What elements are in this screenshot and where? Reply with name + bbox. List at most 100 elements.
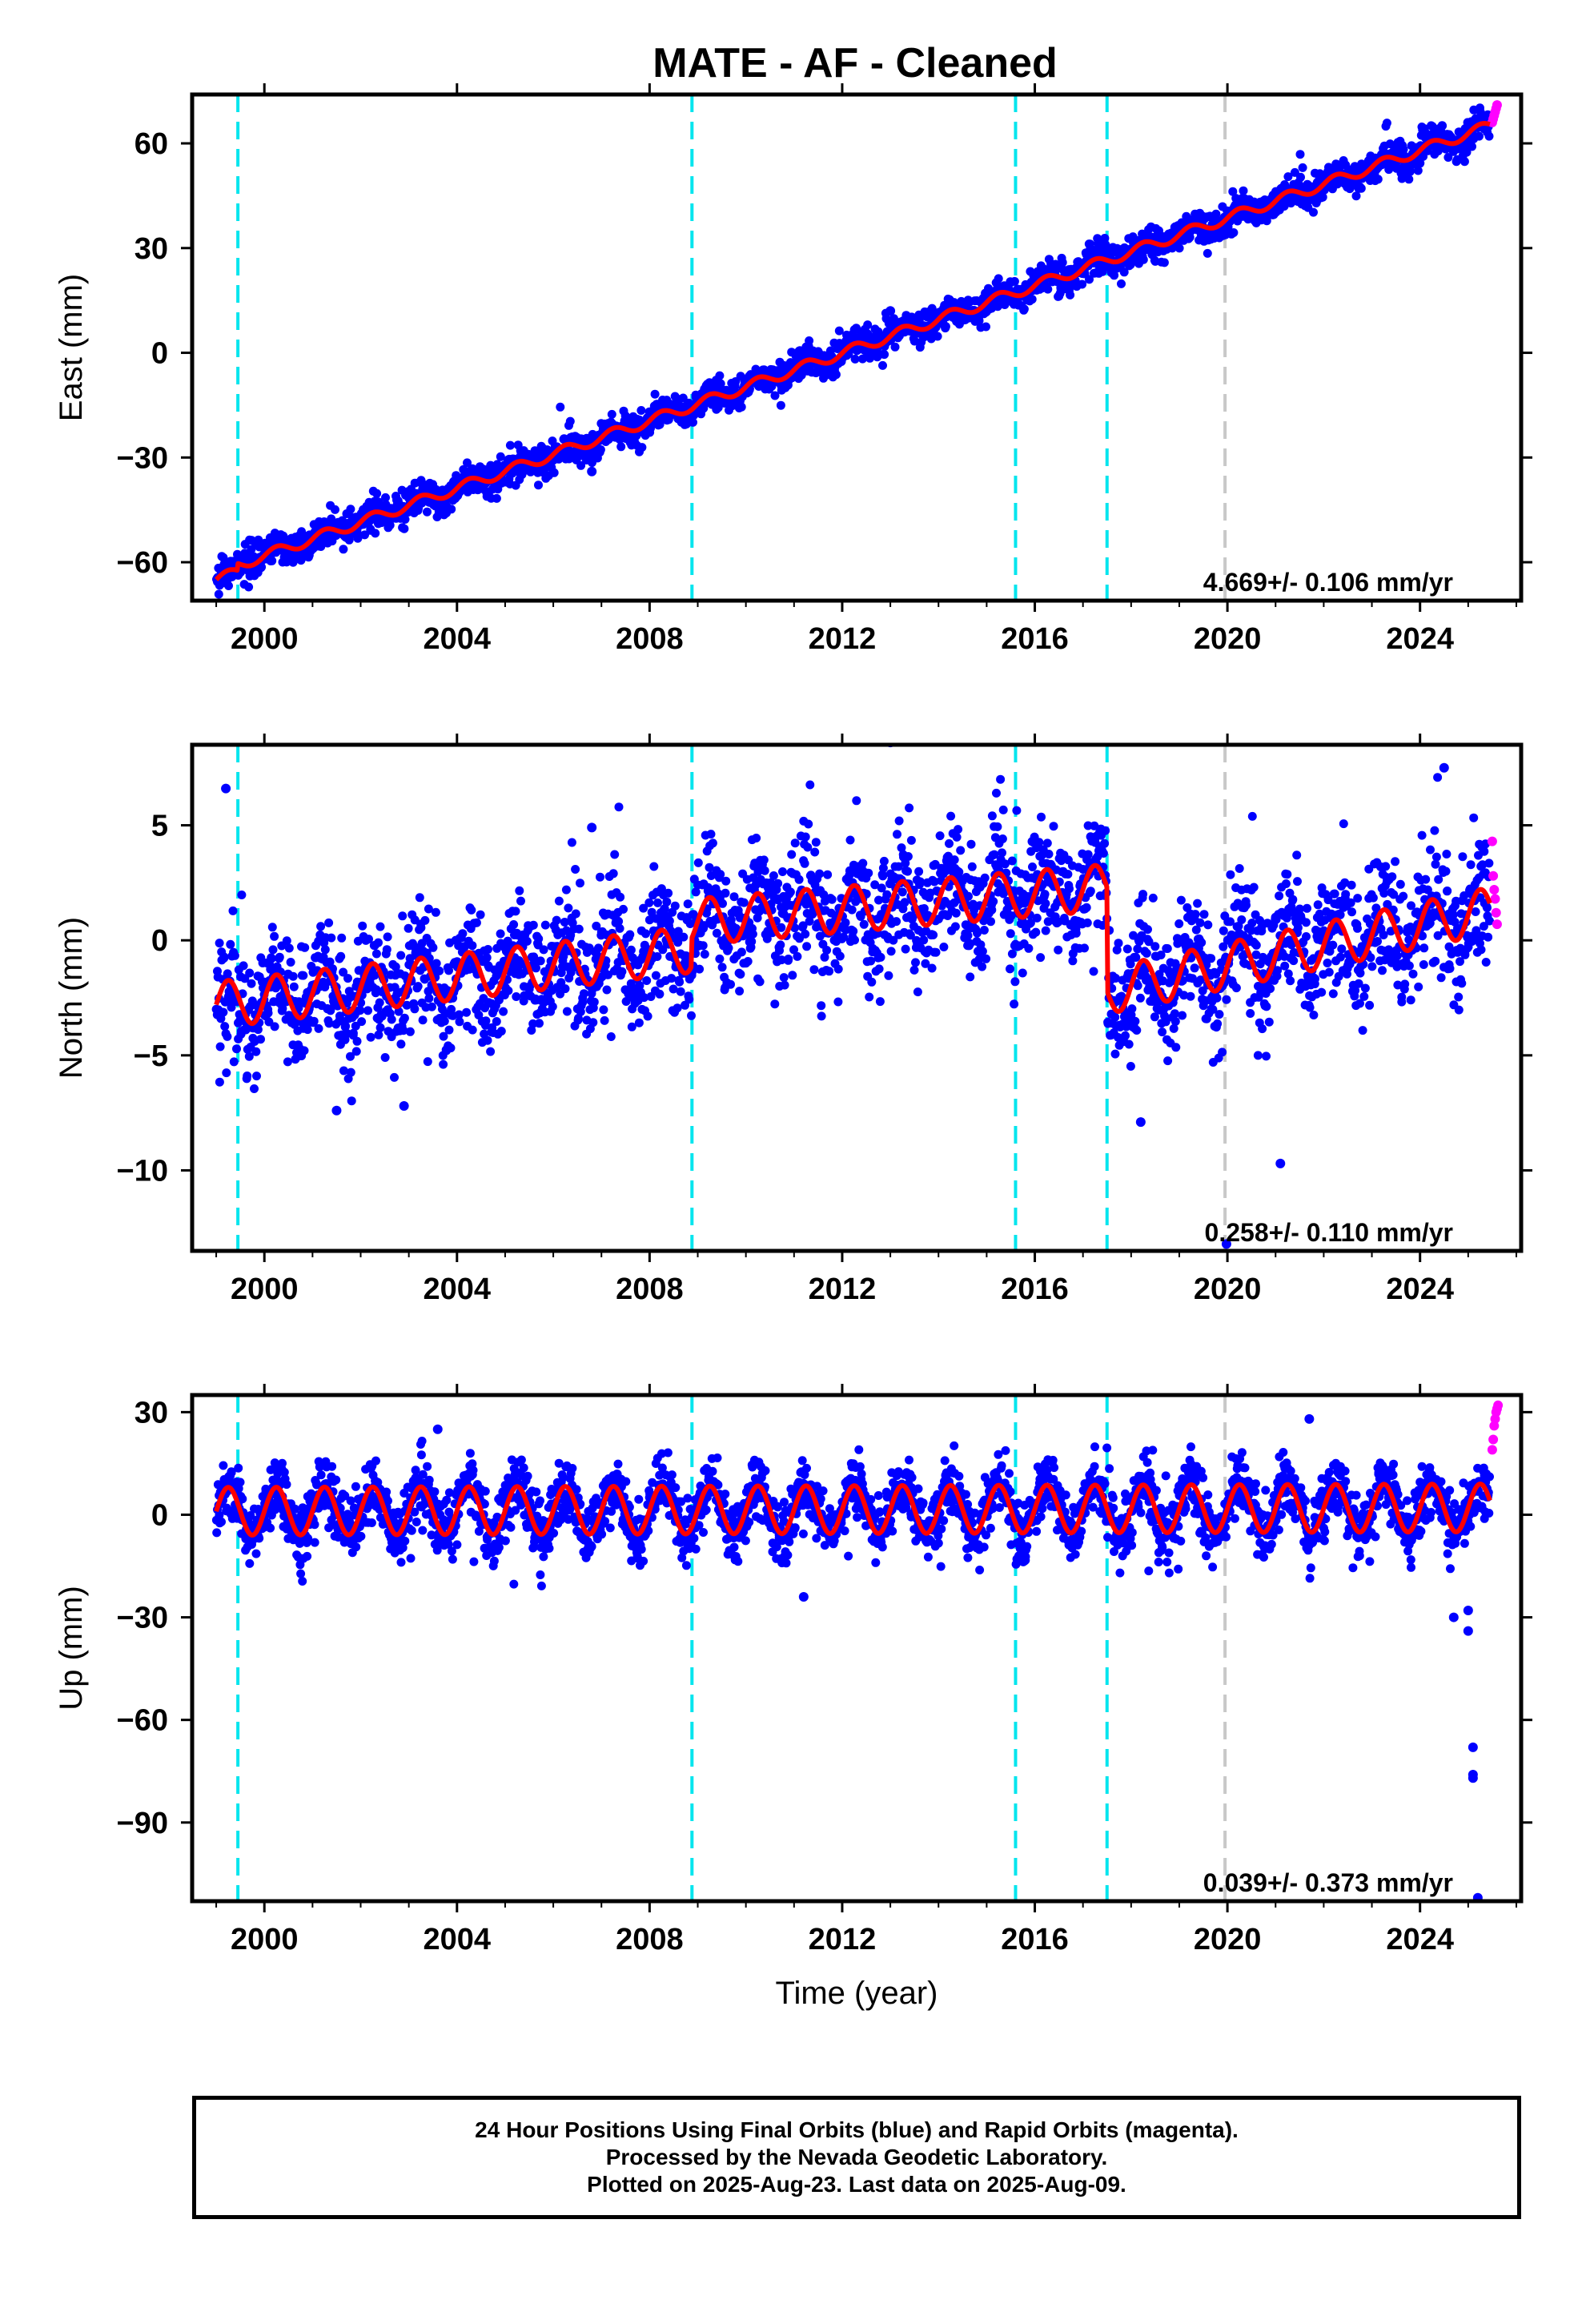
final-point	[352, 1036, 362, 1046]
final-point	[256, 1035, 265, 1044]
final-point	[552, 915, 561, 925]
final-point	[1101, 826, 1110, 835]
final-point	[288, 971, 298, 981]
final-orbit-points	[211, 773, 1494, 1106]
final-point	[413, 982, 423, 991]
final-point	[1041, 899, 1050, 908]
final-point	[1253, 1051, 1263, 1060]
final-point	[1190, 963, 1199, 973]
final-point	[351, 1047, 361, 1056]
final-point	[804, 819, 813, 829]
final-point	[636, 406, 646, 415]
final-point	[1280, 961, 1290, 971]
final-point	[685, 995, 694, 1004]
final-point	[229, 1057, 239, 1067]
final-point	[1114, 939, 1123, 948]
final-point	[833, 964, 843, 974]
final-point	[536, 956, 545, 966]
final-point	[978, 962, 987, 971]
final-point	[992, 788, 1001, 798]
final-point	[446, 1043, 456, 1053]
final-point	[1138, 890, 1148, 899]
final-point	[415, 893, 424, 903]
final-point	[220, 1022, 230, 1031]
final-point	[643, 1011, 652, 1021]
final-point	[1058, 258, 1067, 267]
final-point	[1231, 983, 1241, 993]
final-point	[903, 852, 913, 861]
final-point	[863, 320, 873, 330]
final-point	[679, 932, 689, 942]
final-point	[219, 1007, 228, 1017]
final-point	[534, 480, 543, 490]
final-point	[903, 866, 913, 876]
final-point	[1083, 850, 1093, 859]
final-point	[267, 923, 277, 932]
final-point	[325, 957, 335, 967]
final-point	[222, 1068, 231, 1078]
final-point	[986, 917, 995, 927]
final-point	[540, 920, 550, 930]
final-point	[945, 838, 954, 848]
final-point	[967, 862, 977, 871]
final-point	[1438, 121, 1447, 131]
final-point	[535, 1019, 544, 1028]
y-axis-label: East (mm)	[54, 274, 89, 421]
final-point	[455, 1017, 464, 1027]
final-point	[717, 963, 727, 972]
final-point	[1170, 1009, 1179, 1019]
final-point	[1413, 166, 1423, 175]
final-point	[1089, 967, 1098, 976]
final-point	[1213, 1019, 1223, 1028]
final-point	[1303, 903, 1311, 913]
final-point	[431, 907, 440, 917]
final-point	[252, 1072, 261, 1081]
final-point	[801, 929, 810, 939]
final-point	[565, 416, 575, 426]
final-point	[1036, 953, 1046, 963]
final-point	[1239, 186, 1248, 195]
final-point	[299, 1046, 309, 1055]
final-point	[706, 830, 716, 839]
final-point	[381, 493, 390, 502]
final-point	[250, 1084, 259, 1093]
final-point	[405, 1027, 415, 1036]
final-point	[346, 1068, 355, 1077]
final-point	[1203, 248, 1212, 258]
final-point	[1293, 877, 1302, 887]
final-point	[496, 1027, 506, 1036]
final-point	[602, 985, 612, 995]
final-point	[747, 937, 757, 947]
final-point	[788, 971, 797, 980]
final-point	[998, 834, 1007, 843]
final-point	[1049, 822, 1058, 831]
final-point	[1317, 987, 1327, 997]
final-point	[1132, 1026, 1142, 1035]
final-point	[864, 868, 873, 878]
final-point	[1142, 948, 1151, 958]
final-point	[230, 951, 239, 960]
final-point	[726, 979, 735, 989]
x-tick-label: 2016	[1001, 622, 1069, 656]
final-point	[892, 917, 901, 927]
final-point	[978, 947, 987, 956]
final-point	[615, 923, 624, 933]
final-point	[327, 933, 336, 943]
final-point	[458, 929, 468, 939]
final-point	[398, 911, 408, 921]
final-point	[951, 908, 961, 918]
final-point	[1302, 932, 1311, 941]
final-point	[554, 896, 564, 906]
final-point	[800, 858, 809, 868]
final-point	[1197, 938, 1207, 947]
final-point	[1309, 1011, 1319, 1019]
final-point	[833, 997, 843, 1007]
final-point	[423, 1057, 432, 1067]
final-point	[1170, 1017, 1180, 1026]
final-point	[1143, 925, 1152, 935]
final-point	[423, 507, 432, 517]
final-point	[721, 888, 730, 898]
final-point	[759, 855, 769, 865]
plot-area	[212, 94, 1502, 601]
final-point	[223, 1031, 232, 1041]
